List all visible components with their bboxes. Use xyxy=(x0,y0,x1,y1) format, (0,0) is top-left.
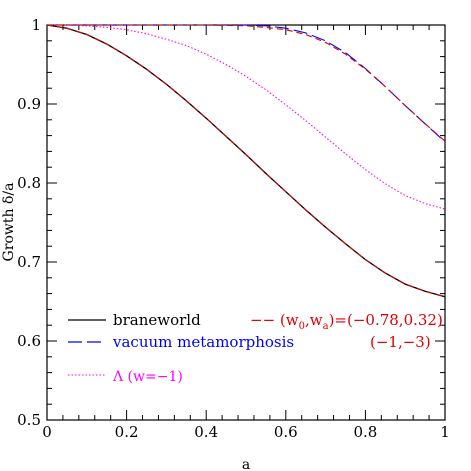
x-axis-label: a xyxy=(242,457,250,471)
series-line-w0-wa-fit xyxy=(46,24,446,298)
axis-ticks xyxy=(46,24,446,421)
x-tick-label: 0.6 xyxy=(274,423,298,441)
y-tick-label: 0.6 xyxy=(17,332,41,350)
axis-tick-labels: 0 0.2 0.4 0.6 0.8 1 0.5 0.6 0.7 0.8 0.9 1 xyxy=(17,16,450,441)
legend-label-w0-wa-part-1: −− (w xyxy=(250,311,299,329)
y-tick-label: 0.5 xyxy=(17,411,41,429)
x-tick-label: 0.8 xyxy=(353,423,377,441)
plot-frame xyxy=(46,24,446,421)
legend-label-lambda: Λ (w=−1) xyxy=(112,369,183,385)
legend: braneworld vacuum metamorphosis Λ (w=−1)… xyxy=(68,311,443,385)
series-line-vacuum-metamorphosis xyxy=(47,24,446,143)
series-line-lambda xyxy=(47,24,446,210)
legend-label-minus1-minus3: (−1,−3) xyxy=(370,333,431,351)
x-tick-label: 0 xyxy=(42,423,52,441)
legend-label-braneworld: braneworld xyxy=(113,311,201,329)
legend-label-w0-wa-sub-a: a xyxy=(323,321,329,332)
legend-label-w0-wa-sub-0: 0 xyxy=(299,321,305,332)
x-tick-label: 0.2 xyxy=(115,423,139,441)
y-tick-label: 0.8 xyxy=(17,174,41,192)
x-tick-label: 0.4 xyxy=(194,423,218,441)
legend-label-vacuum-metamorphosis: vacuum metamorphosis xyxy=(112,333,294,351)
y-tick-label: 0.9 xyxy=(17,95,41,113)
y-tick-label: 1 xyxy=(31,16,41,34)
series-lines xyxy=(46,24,446,298)
legend-label-w0-wa-part-3: )=(−0.78,0.32) xyxy=(329,311,443,329)
legend-label-w0-wa-fit: −− (w0,wa)=(−0.78,0.32) xyxy=(250,311,443,332)
series-line-braneworld xyxy=(46,24,446,298)
x-tick-label: 1 xyxy=(440,423,450,441)
y-tick-label: 0.7 xyxy=(17,253,41,271)
legend-label-w0-wa-part-2: ,w xyxy=(305,311,323,329)
series-line-minus1-minus3 xyxy=(47,24,446,142)
y-axis-label: Growth δ/a xyxy=(1,183,17,262)
